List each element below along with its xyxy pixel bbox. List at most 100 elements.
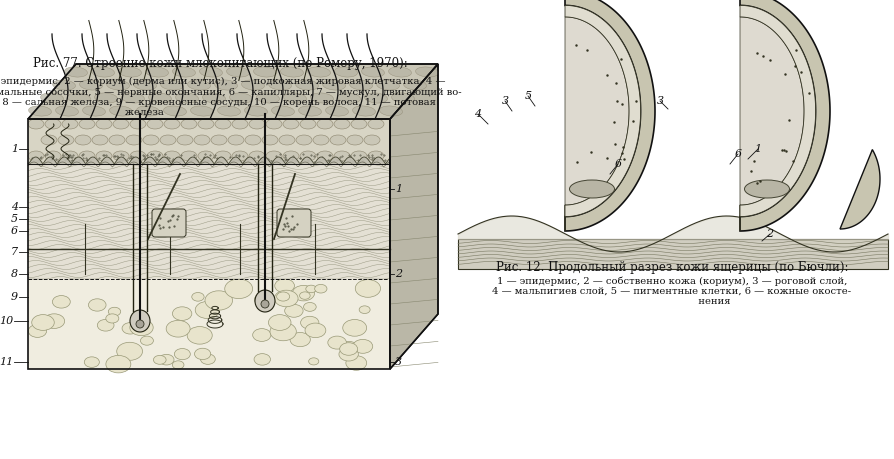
Ellipse shape <box>313 135 329 145</box>
Ellipse shape <box>403 80 426 90</box>
Ellipse shape <box>130 319 153 336</box>
Ellipse shape <box>200 354 215 364</box>
Ellipse shape <box>31 314 55 330</box>
Ellipse shape <box>268 314 291 330</box>
Ellipse shape <box>136 320 144 328</box>
Ellipse shape <box>215 80 238 90</box>
Ellipse shape <box>274 290 298 307</box>
Ellipse shape <box>361 67 384 77</box>
Ellipse shape <box>346 356 367 370</box>
Ellipse shape <box>173 67 196 77</box>
Ellipse shape <box>160 135 176 145</box>
Polygon shape <box>28 279 390 369</box>
Ellipse shape <box>58 135 74 145</box>
Text: 3: 3 <box>502 96 509 106</box>
Bar <box>458 44 888 269</box>
Ellipse shape <box>340 341 358 354</box>
Ellipse shape <box>262 135 278 145</box>
Text: 4: 4 <box>475 109 482 119</box>
Ellipse shape <box>126 135 142 145</box>
Text: 6: 6 <box>735 149 741 159</box>
Ellipse shape <box>300 119 316 129</box>
Ellipse shape <box>198 151 214 161</box>
Polygon shape <box>565 17 629 231</box>
Ellipse shape <box>350 80 373 90</box>
Polygon shape <box>565 6 641 217</box>
Ellipse shape <box>232 119 248 129</box>
Ellipse shape <box>308 67 331 77</box>
Text: 1 — эпидермис, 2 — кориум (дерма или кутис), 3 — подкожная жировая клетчатка, 4 : 1 — эпидермис, 2 — кориум (дерма или кут… <box>0 77 462 118</box>
Ellipse shape <box>261 300 269 308</box>
Ellipse shape <box>133 80 156 90</box>
Ellipse shape <box>62 119 78 129</box>
Ellipse shape <box>352 106 375 116</box>
Ellipse shape <box>45 151 61 161</box>
Text: 1: 1 <box>395 184 402 194</box>
Ellipse shape <box>304 302 316 311</box>
Ellipse shape <box>192 292 204 301</box>
Ellipse shape <box>164 151 180 161</box>
Ellipse shape <box>365 93 387 103</box>
Ellipse shape <box>328 336 346 349</box>
Ellipse shape <box>194 135 210 145</box>
Ellipse shape <box>254 67 276 77</box>
Ellipse shape <box>198 119 214 129</box>
Ellipse shape <box>308 358 319 365</box>
Ellipse shape <box>255 290 275 312</box>
Ellipse shape <box>147 151 163 161</box>
Ellipse shape <box>290 332 310 347</box>
Ellipse shape <box>159 354 174 365</box>
Ellipse shape <box>79 151 95 161</box>
Ellipse shape <box>268 80 291 90</box>
Ellipse shape <box>68 93 90 103</box>
Ellipse shape <box>195 302 220 319</box>
Ellipse shape <box>389 67 411 77</box>
Text: 1: 1 <box>755 144 762 154</box>
Text: 5: 5 <box>525 91 532 101</box>
Ellipse shape <box>296 80 318 90</box>
Ellipse shape <box>228 135 244 145</box>
Ellipse shape <box>96 119 112 129</box>
Ellipse shape <box>355 280 381 297</box>
Ellipse shape <box>44 314 64 329</box>
Ellipse shape <box>173 307 192 320</box>
Ellipse shape <box>181 119 197 129</box>
Ellipse shape <box>108 307 121 316</box>
Ellipse shape <box>55 106 79 116</box>
Ellipse shape <box>148 93 172 103</box>
Polygon shape <box>458 239 888 269</box>
Ellipse shape <box>91 67 114 77</box>
Text: 2: 2 <box>395 269 402 279</box>
Ellipse shape <box>190 106 214 116</box>
Ellipse shape <box>281 67 303 77</box>
Ellipse shape <box>392 93 415 103</box>
Ellipse shape <box>284 304 303 317</box>
Text: 7: 7 <box>11 247 18 257</box>
Ellipse shape <box>96 151 112 161</box>
Ellipse shape <box>173 361 184 369</box>
Ellipse shape <box>334 151 350 161</box>
Ellipse shape <box>105 355 131 373</box>
Ellipse shape <box>249 151 265 161</box>
Ellipse shape <box>130 151 146 161</box>
Ellipse shape <box>376 80 400 90</box>
Ellipse shape <box>300 316 319 329</box>
Ellipse shape <box>364 135 380 145</box>
Ellipse shape <box>317 119 333 129</box>
FancyBboxPatch shape <box>277 209 311 237</box>
Polygon shape <box>740 6 815 217</box>
Ellipse shape <box>351 119 367 129</box>
Ellipse shape <box>249 119 265 129</box>
Ellipse shape <box>181 151 197 161</box>
Ellipse shape <box>359 306 370 313</box>
Text: 1: 1 <box>11 144 18 154</box>
Ellipse shape <box>143 135 159 145</box>
Ellipse shape <box>339 347 358 361</box>
Ellipse shape <box>106 80 130 90</box>
Ellipse shape <box>75 135 91 145</box>
Ellipse shape <box>270 322 296 341</box>
Text: Рис. 12. Продольный разрез кожи ящерицы (по Бючли):: Рис. 12. Продольный разрез кожи ящерицы … <box>496 261 848 274</box>
Ellipse shape <box>146 67 168 77</box>
Ellipse shape <box>95 93 117 103</box>
Ellipse shape <box>175 93 198 103</box>
